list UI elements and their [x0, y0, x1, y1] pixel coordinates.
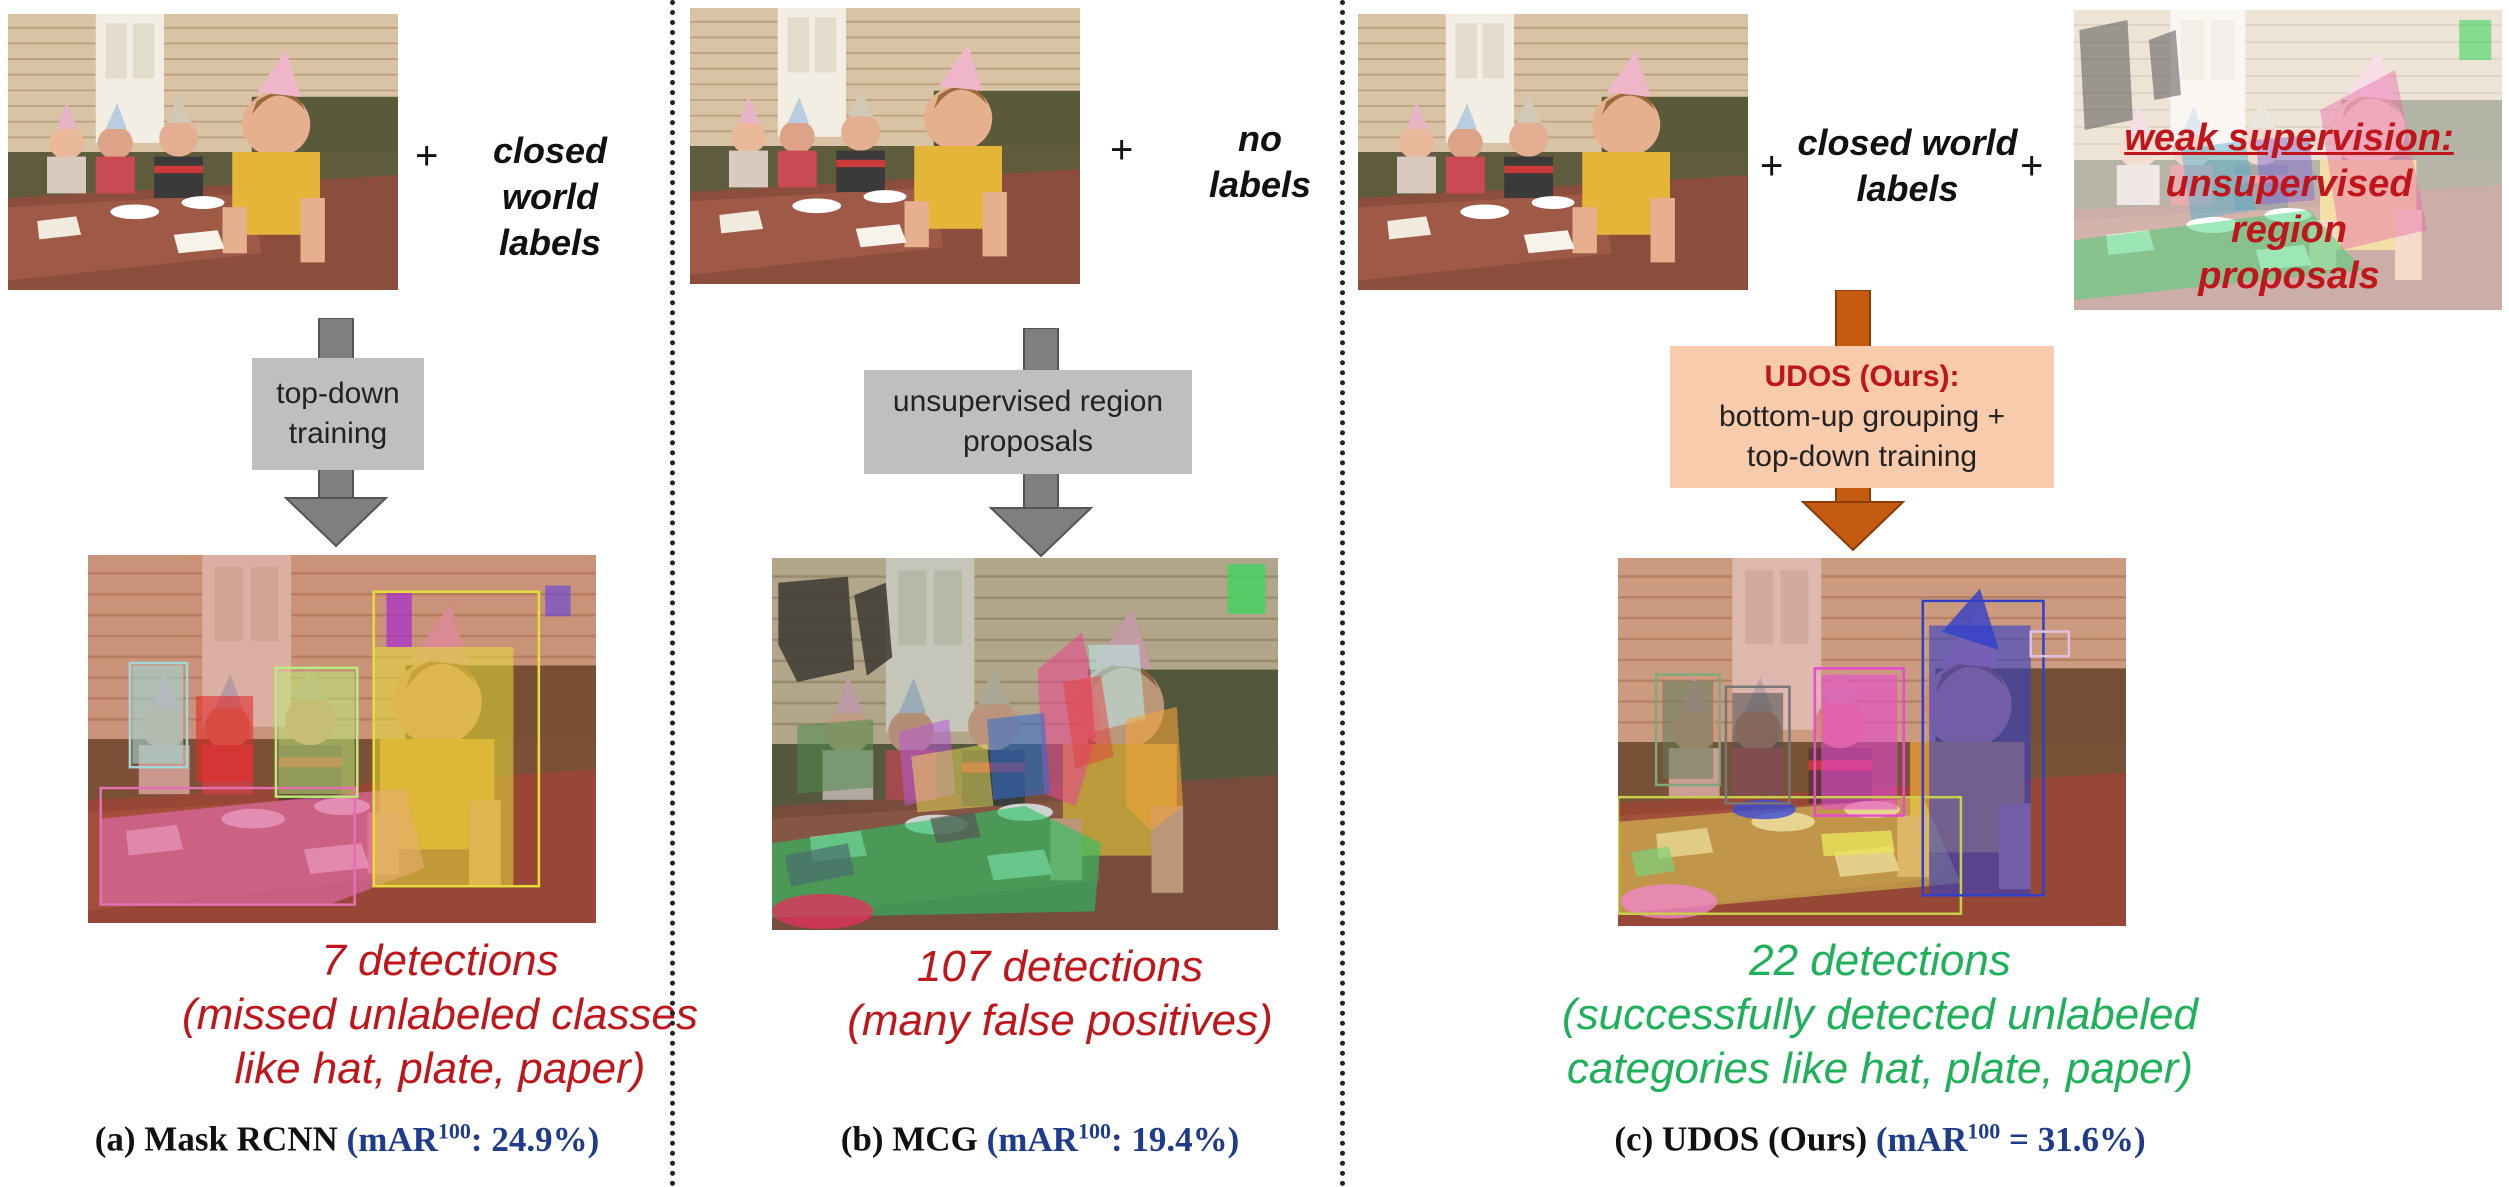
caption-c: (c) UDOS (Ours) (mAR100 = 31.6%): [1614, 1118, 2146, 1159]
input-photo-a: [8, 14, 398, 290]
result-text-c: 22 detections (successfully detected unl…: [1562, 936, 2198, 1093]
unsupervised-region-proposals-box: unsupervised region proposals: [864, 370, 1192, 474]
plus-sign-c1: +: [1760, 144, 1784, 188]
closed-world-labels-c: closed world labels: [1797, 122, 2018, 209]
weak-supervision-photo-c: weak supervision: unsupervised region pr…: [2074, 10, 2502, 310]
weak-supervision-label: weak supervision: unsupervised region pr…: [2124, 117, 2454, 297]
plus-sign-a: +: [415, 134, 439, 178]
divider-a-b: [670, 0, 675, 1187]
output-photo-b: [772, 558, 1278, 930]
caption-b: (b) MCG (mAR100: 19.4%): [840, 1118, 1240, 1159]
result-text-b: 107 detections (many false positives): [847, 942, 1273, 1045]
input-photo-b: [690, 8, 1080, 284]
udos-method-box: UDOS (Ours): bottom-up grouping + top-do…: [1670, 346, 2054, 488]
caption-a: (a) Mask RCNN (mAR100: 24.9%): [94, 1118, 600, 1159]
result-text-a: 7 detections (missed unlabeled classes l…: [181, 936, 699, 1093]
output-photo-a: [88, 555, 596, 923]
divider-b-c: [1340, 0, 1345, 1187]
input-photo-c: [1358, 14, 1748, 290]
top-down-training-box: top-down training: [252, 358, 424, 470]
closed-world-labels-a: closed world labels: [492, 130, 608, 263]
output-photo-c: [1618, 558, 2126, 926]
plus-sign-b: +: [1110, 128, 1134, 172]
plus-sign-c2: +: [2020, 144, 2044, 188]
no-labels-b: no labels: [1208, 118, 1312, 205]
